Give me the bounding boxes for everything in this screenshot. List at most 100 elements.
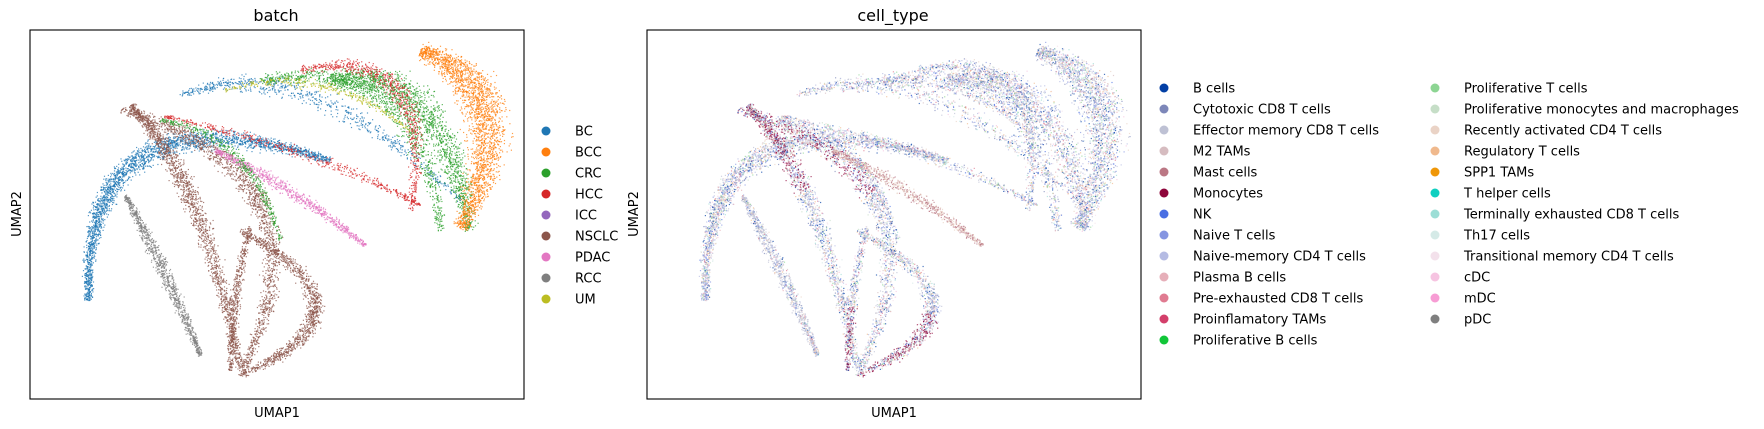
- batch-point: [150, 151, 152, 153]
- batch-point: [109, 188, 112, 190]
- batch-point: [453, 187, 455, 189]
- batch-point: [320, 103, 323, 105]
- batch-point: [118, 163, 120, 165]
- batch-point: [285, 148, 287, 150]
- batch-point: [212, 81, 214, 84]
- batch-point: [107, 206, 109, 208]
- batch-point: [182, 93, 184, 95]
- batch-point: [446, 166, 448, 168]
- batch-point: [258, 141, 260, 143]
- batch-point: [414, 92, 416, 94]
- batch-point: [449, 178, 451, 180]
- batch-point: [145, 146, 147, 148]
- batch-point: [202, 136, 205, 138]
- batch-point: [291, 153, 293, 155]
- batch-point: [422, 100, 424, 102]
- batch-point: [117, 173, 119, 175]
- batch-point: [95, 219, 98, 222]
- batch-point: [390, 95, 392, 97]
- batch-point: [115, 174, 117, 176]
- batch-point: [182, 146, 184, 148]
- batch-point: [209, 83, 211, 85]
- batch-point: [105, 202, 107, 204]
- batch-point: [455, 190, 458, 192]
- batch-point: [426, 105, 428, 107]
- batch-point: [161, 140, 163, 142]
- batch-point: [129, 156, 131, 158]
- batch-point: [264, 89, 266, 91]
- batch-point: [469, 195, 471, 197]
- batch-point: [442, 116, 444, 118]
- batch-point: [453, 197, 455, 200]
- batch-point: [169, 158, 171, 160]
- batch-point: [250, 78, 252, 80]
- batch-point: [149, 159, 152, 161]
- batch-point: [240, 143, 242, 145]
- batch-point: [419, 89, 421, 91]
- batch-point: [269, 142, 271, 144]
- batch-point: [430, 106, 432, 108]
- batch-point: [146, 165, 148, 167]
- batch-point: [92, 237, 94, 239]
- batch-point: [124, 175, 126, 177]
- batch-point: [85, 295, 88, 297]
- batch-point: [146, 147, 148, 149]
- batch-point: [413, 108, 415, 110]
- batch-point: [431, 120, 433, 123]
- batch-point: [444, 125, 446, 127]
- batch-point: [320, 153, 322, 155]
- batch-point: [90, 265, 92, 267]
- batch-point: [90, 250, 92, 252]
- batch-point: [99, 232, 101, 234]
- batch-point: [441, 121, 444, 123]
- batch-point: [339, 80, 341, 82]
- batch-point: [300, 153, 302, 155]
- batch-point: [91, 242, 93, 244]
- batch-point: [419, 94, 421, 97]
- batch-point: [441, 142, 443, 144]
- batch-point: [422, 106, 424, 108]
- batch-point: [435, 174, 437, 176]
- batch-point: [116, 172, 118, 174]
- batch-point: [99, 201, 101, 203]
- batch-point: [466, 189, 468, 191]
- batch-point: [439, 122, 441, 124]
- batch-point: [253, 147, 255, 149]
- batch-point: [458, 151, 460, 153]
- batch-point: [395, 70, 397, 73]
- batch-point: [140, 165, 142, 168]
- batch-point: [220, 80, 222, 82]
- batch-point: [422, 121, 424, 123]
- batch-point: [263, 90, 265, 92]
- batch-point: [309, 91, 311, 93]
- batch-point: [202, 137, 204, 139]
- batch-point: [458, 190, 461, 192]
- batch-point: [249, 140, 251, 142]
- batch-point: [205, 137, 207, 139]
- batch-point: [300, 147, 302, 150]
- batch-point: [448, 156, 450, 158]
- batch-point: [269, 139, 271, 141]
- batch-point: [103, 200, 105, 202]
- batch-point: [192, 139, 194, 142]
- batch-point: [294, 147, 296, 149]
- batch-point: [216, 136, 218, 138]
- batch-point: [326, 160, 328, 162]
- batch-point: [275, 81, 277, 83]
- batch-point: [358, 79, 360, 81]
- batch-point: [441, 183, 443, 185]
- batch-point: [97, 228, 99, 230]
- batch-point: [190, 140, 192, 142]
- batch-point: [92, 252, 94, 254]
- batch-point: [269, 96, 271, 98]
- batch-point: [152, 159, 154, 161]
- batch-point: [121, 172, 123, 174]
- batch-point: [196, 132, 198, 135]
- batch-point: [310, 155, 312, 157]
- batch-point: [245, 73, 247, 75]
- batch-point: [132, 162, 134, 164]
- batch-point: [466, 174, 468, 176]
- batch-point: [108, 205, 110, 207]
- batch-point: [271, 85, 273, 87]
- batch-point: [351, 108, 353, 110]
